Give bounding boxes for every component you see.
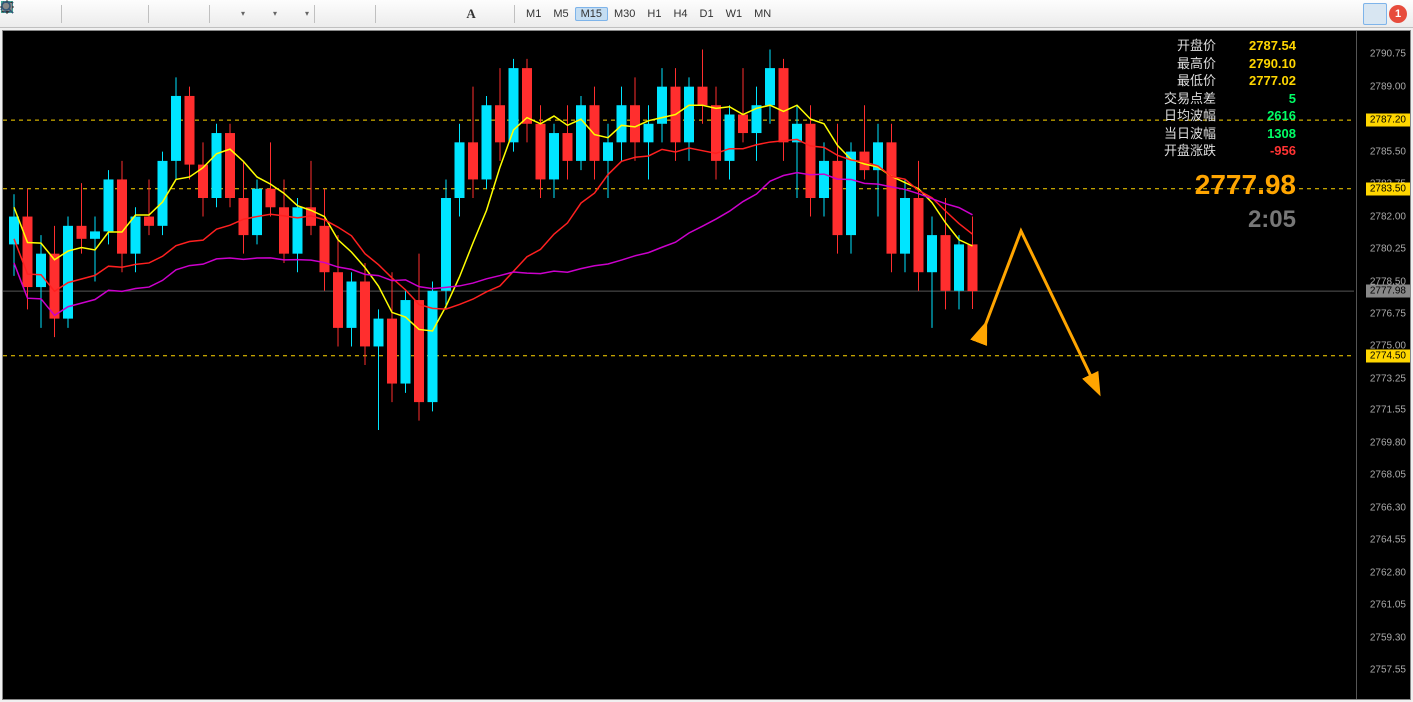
- info-label: 最低价: [1177, 72, 1216, 90]
- countdown-timer: 2:05: [1164, 204, 1296, 236]
- candle-chart-icon[interactable]: [180, 3, 204, 25]
- text-icon[interactable]: A: [459, 3, 483, 25]
- y-axis-label: 2790.75: [1370, 49, 1406, 60]
- templates-icon[interactable]: [279, 3, 303, 25]
- y-axis-label: 2761.05: [1370, 600, 1406, 611]
- price-tag: 2783.50: [1366, 182, 1410, 195]
- timeframe-h4[interactable]: H4: [667, 8, 693, 20]
- grid-icon[interactable]: [119, 3, 143, 25]
- y-axis: 2790.752789.002787.252785.502783.752782.…: [1356, 31, 1410, 699]
- notification-badge[interactable]: 1: [1389, 5, 1407, 23]
- y-axis-label: 2771.55: [1370, 405, 1406, 416]
- info-label: 当日波幅: [1164, 125, 1216, 143]
- y-axis-label: 2789.00: [1370, 81, 1406, 92]
- timeframe-w1[interactable]: W1: [720, 8, 749, 20]
- y-axis-label: 2762.80: [1370, 567, 1406, 578]
- y-axis-label: 2773.25: [1370, 373, 1406, 384]
- zoom-in-icon[interactable]: [67, 3, 91, 25]
- trendline-icon[interactable]: [433, 3, 457, 25]
- periods-icon[interactable]: [247, 3, 271, 25]
- y-axis-label: 2769.80: [1370, 437, 1406, 448]
- bar-chart-icon[interactable]: [154, 3, 178, 25]
- timeframe-m30[interactable]: M30: [608, 8, 641, 20]
- zoom-out-icon[interactable]: [93, 3, 117, 25]
- y-axis-label: 2764.55: [1370, 535, 1406, 546]
- timeframe-m1[interactable]: M1: [520, 8, 547, 20]
- timeframe-d1[interactable]: D1: [694, 8, 720, 20]
- info-label: 日均波幅: [1164, 107, 1216, 125]
- info-label: 开盘涨跌: [1164, 142, 1216, 160]
- current-price: 2777.98: [1164, 166, 1296, 204]
- hline-icon[interactable]: [407, 3, 431, 25]
- info-value: 2616: [1224, 107, 1296, 125]
- info-label: 最高价: [1177, 55, 1216, 73]
- vline-icon[interactable]: [381, 3, 405, 25]
- info-value: 1308: [1224, 125, 1296, 143]
- y-axis-label: 2759.30: [1370, 632, 1406, 643]
- y-axis-label: 2785.50: [1370, 146, 1406, 157]
- info-value: 2790.10: [1224, 55, 1296, 73]
- price-tag: 2777.98: [1366, 285, 1410, 298]
- timeframe-mn[interactable]: MN: [748, 8, 777, 20]
- y-axis-label: 2776.75: [1370, 308, 1406, 319]
- add-indicator-icon[interactable]: [215, 3, 239, 25]
- cursor-icon[interactable]: [320, 3, 344, 25]
- chart-area[interactable]: 开盘价 2787.54 最高价 2790.10 最低价 2777.02 交易点差 5 日均波幅 2…: [3, 31, 1356, 699]
- ohlc-info-box: 开盘价 2787.54 最高价 2790.10 最低价 2777.02 交易点差 5 日均波幅 2…: [1164, 37, 1296, 236]
- info-label: 交易点差: [1164, 90, 1216, 108]
- crosshair-icon[interactable]: [346, 3, 370, 25]
- y-axis-label: 2766.30: [1370, 502, 1406, 513]
- timeframe-m5[interactable]: M5: [547, 8, 574, 20]
- info-value: 2777.02: [1224, 72, 1296, 90]
- y-axis-label: 2768.05: [1370, 470, 1406, 481]
- rect-icon[interactable]: [485, 3, 509, 25]
- y-axis-label: 2757.55: [1370, 665, 1406, 676]
- y-axis-label: 2782.00: [1370, 211, 1406, 222]
- info-value: -956: [1224, 142, 1296, 160]
- y-axis-label: 2780.25: [1370, 244, 1406, 255]
- toolbar: ▾ ▾ ▾ A M1M5M15M30H1H4D1W1MN 1: [0, 0, 1413, 28]
- timeframe-h1[interactable]: H1: [641, 8, 667, 20]
- info-label: 开盘价: [1177, 37, 1216, 55]
- chart-container: 开盘价 2787.54 最高价 2790.10 最低价 2777.02 交易点差 5 日均波幅 2…: [2, 30, 1411, 700]
- info-value: 5: [1224, 90, 1296, 108]
- price-tag: 2787.20: [1366, 114, 1410, 127]
- info-value: 2787.54: [1224, 37, 1296, 55]
- timeframe-m15[interactable]: M15: [575, 7, 608, 21]
- profiles-icon[interactable]: [32, 3, 56, 25]
- search-icon[interactable]: [1363, 3, 1387, 25]
- price-tag: 2774.50: [1366, 349, 1410, 362]
- price-chart: [3, 31, 1354, 699]
